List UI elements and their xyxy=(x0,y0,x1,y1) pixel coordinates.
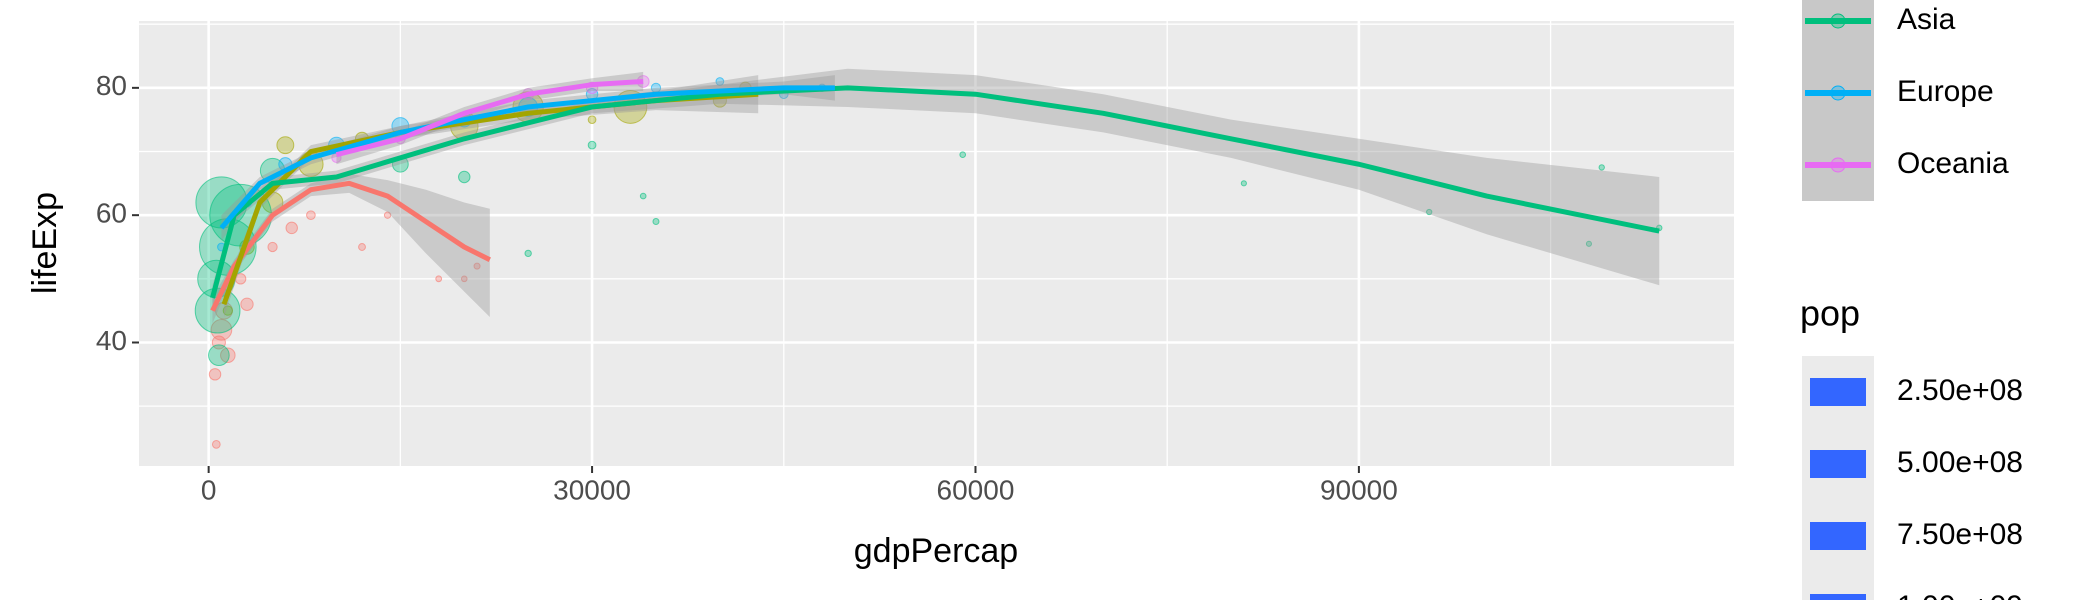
y-tick-label: 40 xyxy=(96,325,127,356)
point xyxy=(306,210,316,221)
panel xyxy=(139,21,1734,466)
point xyxy=(276,136,295,155)
x-axis-title: gdpPercap xyxy=(854,532,1018,570)
point xyxy=(267,241,278,253)
y-axis-title: lifeExp xyxy=(26,192,64,294)
point xyxy=(383,211,392,219)
point xyxy=(1426,208,1433,216)
point xyxy=(652,218,660,226)
smooth-line xyxy=(210,180,491,312)
point xyxy=(220,347,236,363)
x-tick-label: 0 xyxy=(201,474,217,505)
legend-label: Asia xyxy=(1897,3,1956,36)
point xyxy=(285,221,298,235)
point xyxy=(587,140,597,150)
legend-key-point xyxy=(1830,157,1846,173)
legend-size-key xyxy=(1810,450,1866,478)
legend-key-point xyxy=(1830,85,1846,101)
point xyxy=(210,318,233,341)
legend-size-key xyxy=(1810,594,1866,600)
y-tick-label: 60 xyxy=(96,198,127,229)
point xyxy=(1598,164,1605,171)
point xyxy=(460,275,468,283)
point xyxy=(639,192,647,200)
legend-label: Oceania xyxy=(1897,147,2009,180)
point xyxy=(435,275,443,283)
x-tick-label: 60000 xyxy=(937,474,1015,505)
point xyxy=(222,305,233,316)
point xyxy=(208,368,222,381)
smooth-line xyxy=(210,85,1660,299)
point xyxy=(715,77,725,86)
point xyxy=(473,262,481,270)
legend-label: 5.00e+08 xyxy=(1897,446,2023,479)
point xyxy=(211,439,221,449)
legend-label: 7.50e+08 xyxy=(1897,518,2023,551)
y-tick-label: 80 xyxy=(96,70,127,101)
legend-label: Europe xyxy=(1897,75,1994,108)
point xyxy=(240,297,254,311)
x-tick-label: 90000 xyxy=(1320,474,1398,505)
point xyxy=(358,243,366,251)
legend-label: 2.50e+08 xyxy=(1897,374,2023,407)
legend-size-key xyxy=(1810,522,1866,550)
confidence-band xyxy=(223,75,759,318)
point xyxy=(587,115,597,125)
smooth-line xyxy=(335,78,644,158)
legend-label: 1.00e+09 xyxy=(1897,590,2023,600)
point xyxy=(458,170,471,184)
point xyxy=(208,344,230,367)
legend-key-point xyxy=(1830,13,1846,29)
point xyxy=(1585,240,1592,247)
point xyxy=(1240,180,1247,187)
point xyxy=(959,151,967,159)
point xyxy=(524,249,532,258)
confidence-band xyxy=(212,68,1660,311)
legend-title: pop xyxy=(1800,293,1860,334)
legend-size-key xyxy=(1810,378,1866,406)
x-tick-label: 30000 xyxy=(553,474,631,505)
smooth-line xyxy=(219,85,835,230)
